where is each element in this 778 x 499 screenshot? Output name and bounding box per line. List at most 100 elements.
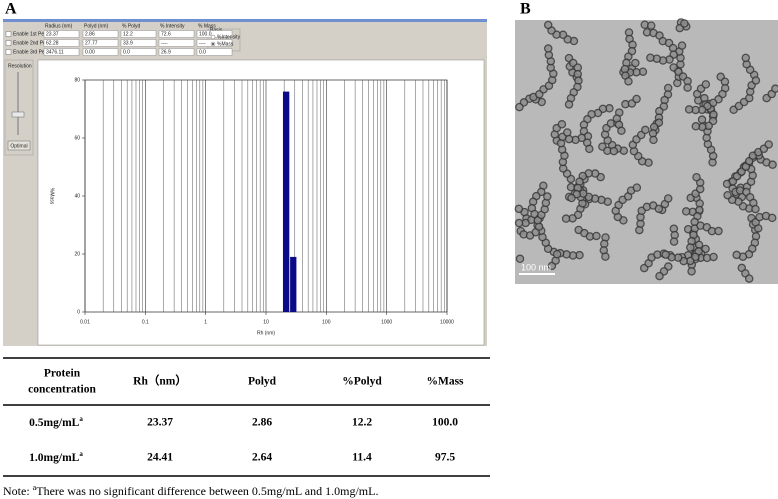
cell-value: 0.00 bbox=[85, 49, 95, 55]
cell bbox=[43, 48, 80, 56]
cell-value: 2.86 bbox=[85, 31, 95, 37]
particle bbox=[649, 135, 658, 145]
particle bbox=[741, 53, 750, 63]
radio-button[interactable] bbox=[210, 34, 216, 40]
particle bbox=[768, 160, 777, 169]
table-header: %Polyd bbox=[342, 376, 382, 388]
cell bbox=[120, 30, 157, 38]
cell-value: 12.2 bbox=[123, 31, 133, 37]
particle bbox=[697, 115, 707, 124]
particle bbox=[617, 126, 626, 136]
checkbox[interactable] bbox=[5, 49, 12, 55]
particle bbox=[661, 250, 670, 259]
panel-label: B bbox=[520, 1, 531, 18]
particle bbox=[514, 204, 524, 214]
scale-bar-label: 100 nm bbox=[521, 262, 551, 272]
y-tick-label: 0 bbox=[77, 309, 80, 315]
cell bbox=[158, 48, 195, 56]
particle bbox=[601, 252, 610, 261]
particle bbox=[561, 214, 571, 223]
particle bbox=[714, 226, 723, 236]
cell bbox=[82, 39, 119, 47]
x-tick-label: 10 bbox=[263, 319, 269, 325]
cell-value: 72.6 bbox=[161, 31, 171, 37]
particle bbox=[680, 19, 689, 28]
table-cell: 2.64 bbox=[252, 452, 272, 464]
column-header: % Intensity bbox=[160, 23, 185, 29]
cell bbox=[158, 30, 195, 38]
particle bbox=[744, 274, 754, 283]
particle bbox=[655, 271, 664, 281]
peak-label: Enable 3rd Peak bbox=[13, 49, 50, 55]
particle bbox=[687, 267, 696, 276]
cell-value: ---- bbox=[161, 40, 168, 46]
cell bbox=[158, 39, 195, 47]
particle bbox=[751, 204, 760, 214]
cell-value: ---- bbox=[199, 40, 206, 46]
table-cell: 23.37 bbox=[147, 417, 173, 429]
basis-option: %Mass bbox=[217, 41, 234, 47]
x-tick-label: 10000 bbox=[440, 319, 454, 325]
column-header: Polyd (nm) bbox=[84, 23, 109, 29]
particle bbox=[585, 144, 594, 154]
slider-thumb[interactable] bbox=[11, 111, 25, 118]
particle bbox=[681, 207, 691, 216]
particle bbox=[631, 58, 640, 68]
particle bbox=[552, 249, 562, 259]
checkbox[interactable] bbox=[5, 40, 12, 46]
optimal-button[interactable] bbox=[7, 140, 31, 151]
particle bbox=[723, 190, 732, 200]
table-header: concentration bbox=[28, 384, 96, 396]
basis-option: %Intensity bbox=[217, 34, 241, 40]
particle bbox=[543, 44, 553, 53]
table-cell: 11.4 bbox=[352, 452, 372, 464]
particle bbox=[646, 21, 656, 30]
plot-panel bbox=[37, 59, 485, 346]
bar bbox=[282, 91, 290, 312]
y-axis-label: %Mass bbox=[49, 188, 55, 205]
x-tick-label: 0.1 bbox=[142, 319, 149, 325]
particle bbox=[771, 84, 778, 93]
cell-value: 100.0 bbox=[199, 31, 212, 37]
note-text: There was no significant difference betw… bbox=[36, 484, 378, 498]
cell-value: 23.37 bbox=[46, 31, 59, 37]
particle bbox=[543, 192, 552, 201]
note-mark: a bbox=[33, 483, 37, 492]
concentration: 1.0mg/mL bbox=[29, 452, 79, 464]
cell-value: 62.28 bbox=[46, 40, 59, 46]
particle bbox=[567, 193, 576, 203]
particle bbox=[557, 120, 567, 129]
table-header: Protein bbox=[44, 368, 81, 380]
resolution-label: Resolution bbox=[8, 63, 32, 69]
cell-value: 0.0 bbox=[199, 49, 206, 55]
cell bbox=[82, 30, 119, 38]
particle bbox=[654, 204, 664, 214]
radio-dot bbox=[212, 43, 214, 45]
particle bbox=[632, 183, 642, 192]
cell-value: 33.9 bbox=[123, 40, 133, 46]
cell bbox=[120, 39, 157, 47]
checkbox[interactable] bbox=[5, 31, 12, 37]
cell bbox=[82, 48, 119, 56]
particle bbox=[564, 134, 574, 144]
column-header: % Mass bbox=[198, 23, 216, 29]
table-header: Polyd bbox=[248, 376, 277, 388]
particle bbox=[632, 94, 641, 104]
particle bbox=[641, 125, 650, 135]
particle bbox=[684, 105, 694, 114]
cell bbox=[43, 39, 80, 47]
particle bbox=[709, 252, 718, 262]
particle bbox=[692, 172, 701, 182]
particle bbox=[663, 194, 673, 203]
row-label: 0.5mg/mLa bbox=[29, 415, 83, 429]
x-tick-label: 1000 bbox=[381, 319, 392, 325]
particle bbox=[543, 20, 553, 30]
y-tick-label: 60 bbox=[74, 135, 80, 141]
particle bbox=[609, 146, 619, 156]
table-header: %Mass bbox=[426, 376, 464, 388]
y-tick-label: 80 bbox=[74, 77, 80, 83]
table-cell: 24.41 bbox=[147, 452, 173, 464]
particle bbox=[669, 237, 679, 246]
cell bbox=[196, 48, 233, 56]
